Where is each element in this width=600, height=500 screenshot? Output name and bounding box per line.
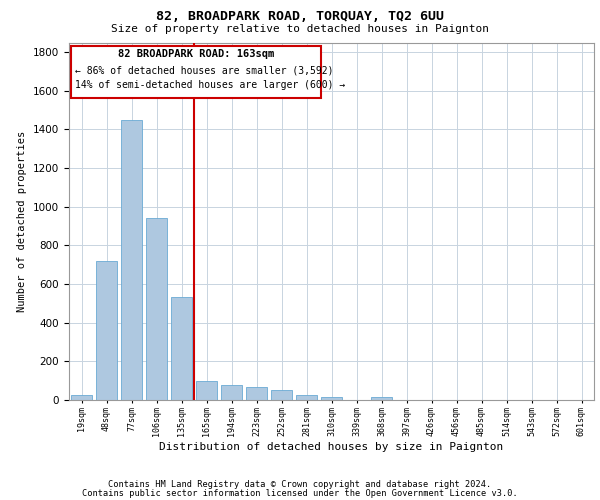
Text: 82, BROADPARK ROAD, TORQUAY, TQ2 6UU: 82, BROADPARK ROAD, TORQUAY, TQ2 6UU <box>156 10 444 23</box>
Text: Contains public sector information licensed under the Open Government Licence v3: Contains public sector information licen… <box>82 489 518 498</box>
Y-axis label: Number of detached properties: Number of detached properties <box>17 130 28 312</box>
Bar <box>246 387 267 400</box>
Text: 14% of semi-detached houses are larger (600) →: 14% of semi-detached houses are larger (… <box>75 80 345 90</box>
Bar <box>196 380 217 400</box>
X-axis label: Distribution of detached houses by size in Paignton: Distribution of detached houses by size … <box>160 442 503 452</box>
Bar <box>171 296 192 400</box>
Bar <box>271 390 292 400</box>
Bar <box>371 398 392 400</box>
Bar <box>146 218 167 400</box>
Bar <box>221 384 242 400</box>
Text: ← 86% of detached houses are smaller (3,592): ← 86% of detached houses are smaller (3,… <box>75 65 333 75</box>
Bar <box>321 398 342 400</box>
Text: Size of property relative to detached houses in Paignton: Size of property relative to detached ho… <box>111 24 489 34</box>
Bar <box>296 394 317 400</box>
Bar <box>71 394 92 400</box>
Text: Contains HM Land Registry data © Crown copyright and database right 2024.: Contains HM Land Registry data © Crown c… <box>109 480 491 489</box>
FancyBboxPatch shape <box>71 46 321 98</box>
Bar <box>96 261 117 400</box>
Bar <box>121 120 142 400</box>
Text: 82 BROADPARK ROAD: 163sqm: 82 BROADPARK ROAD: 163sqm <box>118 50 274 59</box>
